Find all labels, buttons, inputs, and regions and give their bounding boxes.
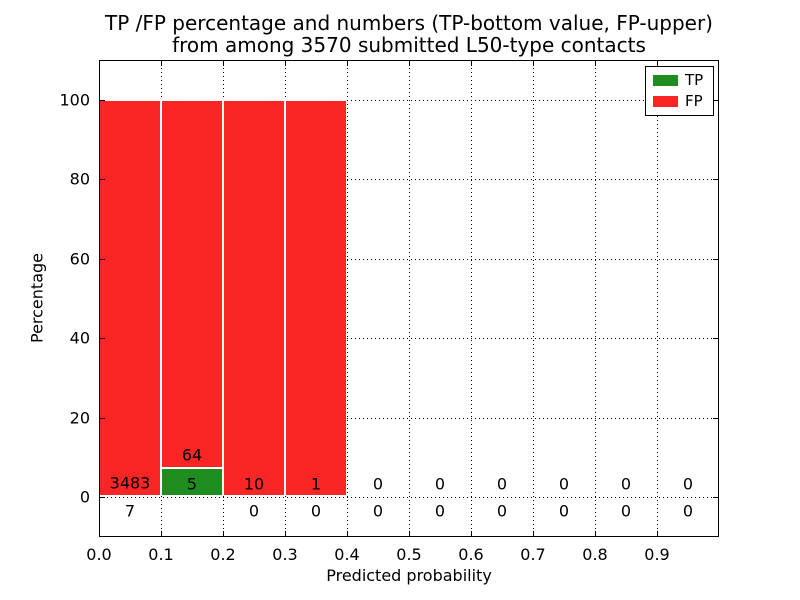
- tp-legend-label: TP: [685, 71, 704, 89]
- x-gridline: [347, 60, 348, 537]
- y-tick-mark: [100, 338, 105, 339]
- x-tick-mark: [161, 531, 162, 536]
- chart-title-line1: TP /FP percentage and numbers (TP-bottom…: [105, 11, 713, 35]
- legend-item-tp: TP: [653, 73, 707, 88]
- tp-count-label: 0: [248, 501, 260, 521]
- y-tick-mark-right: [713, 418, 718, 419]
- tp-count-label: 5: [186, 474, 198, 494]
- x-gridline: [595, 60, 596, 537]
- x-tick-label: 0.6: [458, 545, 484, 564]
- chart-title: TP /FP percentage and numbers (TP-bottom…: [99, 12, 719, 56]
- fp-count-label: 10: [243, 474, 265, 494]
- fp-bar: [285, 99, 347, 497]
- tp-count-label: 0: [558, 501, 570, 521]
- x-tick-label: 0.2: [210, 545, 236, 564]
- y-tick-mark-right: [713, 100, 718, 101]
- y-tick-mark: [100, 259, 105, 260]
- y-tick-mark-right: [713, 179, 718, 180]
- y-tick-mark-right: [713, 497, 718, 498]
- x-tick-mark: [657, 531, 658, 536]
- x-tick-mark: [285, 531, 286, 536]
- x-gridline: [409, 60, 410, 537]
- x-gridline: [471, 60, 472, 537]
- fp-count-label: 64: [181, 445, 203, 465]
- y-tick-mark: [100, 179, 105, 180]
- x-tick-label: 0.4: [334, 545, 360, 564]
- x-tick-mark: [409, 531, 410, 536]
- fp-count-label: 3483: [109, 473, 151, 493]
- tp-legend-swatch: [653, 75, 678, 86]
- x-tick-mark: [533, 531, 534, 536]
- x-tick-mark-top: [161, 61, 162, 66]
- x-tick-mark-top: [223, 61, 224, 66]
- x-tick-label: 0.0: [86, 545, 112, 564]
- tp-count-label: 0: [620, 501, 632, 521]
- x-gridline: [657, 60, 658, 537]
- y-gridline: [99, 418, 719, 419]
- tp-count-label: 0: [310, 501, 322, 521]
- fp-legend-swatch: [653, 96, 678, 107]
- x-tick-label: 0.8: [582, 545, 608, 564]
- y-tick-mark: [100, 100, 105, 101]
- legend: TP FP: [645, 66, 714, 116]
- chart-title-line2: from among 3570 submitted L50-type conta…: [172, 33, 646, 57]
- y-tick-label: 60: [69, 249, 90, 269]
- tp-count-label: 0: [682, 501, 694, 521]
- plot-area: TP FP 3483 7 64 5 10 0 1 0 0 0 0 0 0 0 0 0 0 0 0 0: [99, 60, 719, 537]
- y-tick-mark: [100, 497, 105, 498]
- y-tick-label: 20: [69, 408, 90, 428]
- y-tick-mark: [100, 418, 105, 419]
- x-tick-mark: [223, 531, 224, 536]
- y-gridline: [99, 338, 719, 339]
- x-tick-mark-top: [99, 61, 100, 66]
- tp-count-label: 0: [372, 501, 384, 521]
- x-tick-mark: [471, 531, 472, 536]
- x-tick-label: 0.3: [272, 545, 298, 564]
- fp-count-label: 0: [496, 474, 508, 494]
- x-tick-mark-top: [533, 61, 534, 66]
- y-gridline: [99, 497, 719, 498]
- y-tick-label: 0: [79, 487, 90, 507]
- legend-item-fp: FP: [653, 94, 707, 109]
- y-tick-label: 80: [69, 169, 90, 189]
- tp-bar: [161, 468, 223, 497]
- x-gridline: [533, 60, 534, 537]
- x-tick-mark: [595, 531, 596, 536]
- fp-count-label: 0: [558, 474, 570, 494]
- y-tick-label: 40: [69, 328, 90, 348]
- fp-count-label: 0: [434, 474, 446, 494]
- y-tick-label: 100: [59, 90, 90, 110]
- fp-bar: [161, 99, 223, 469]
- x-tick-mark: [99, 531, 100, 536]
- x-tick-mark-top: [409, 61, 410, 66]
- y-tick-mark-right: [713, 259, 718, 260]
- x-tick-label: 0.5: [396, 545, 422, 564]
- fp-bar: [223, 99, 285, 497]
- fp-count-label: 0: [372, 474, 384, 494]
- fp-legend-label: FP: [685, 92, 703, 110]
- x-tick-mark-top: [285, 61, 286, 66]
- y-gridline: [99, 259, 719, 260]
- x-tick-mark: [347, 531, 348, 536]
- x-tick-mark-top: [347, 61, 348, 66]
- fp-bar: [99, 99, 161, 497]
- tp-count-label: 7: [124, 501, 136, 521]
- x-tick-label: 0.1: [148, 545, 174, 564]
- x-tick-mark-top: [471, 61, 472, 66]
- x-tick-label: 0.7: [520, 545, 546, 564]
- fp-count-label: 1: [310, 474, 322, 494]
- y-gridline: [99, 179, 719, 180]
- tp-count-label: 0: [434, 501, 446, 521]
- y-gridline: [99, 100, 719, 101]
- x-axis-label: Predicted probability: [326, 566, 492, 585]
- x-tick-mark-top: [657, 61, 658, 66]
- x-tick-mark-top: [595, 61, 596, 66]
- tp-count-label: 0: [496, 501, 508, 521]
- y-tick-mark-right: [713, 338, 718, 339]
- fp-count-label: 0: [620, 474, 632, 494]
- x-tick-label: 0.9: [644, 545, 670, 564]
- fp-count-label: 0: [682, 474, 694, 494]
